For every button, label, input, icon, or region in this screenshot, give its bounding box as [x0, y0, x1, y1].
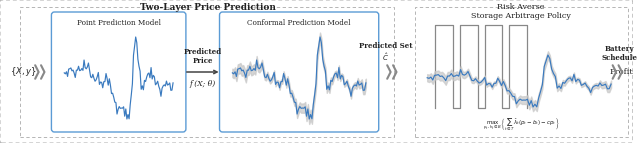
Text: Predicted
Price: Predicted Price: [184, 48, 222, 65]
Text: Predicted Set
$\hat{C}$: Predicted Set $\hat{C}$: [359, 42, 412, 63]
FancyBboxPatch shape: [220, 12, 379, 132]
Text: Battery
Schedule: Battery Schedule: [601, 45, 637, 62]
Text: f (X; θ): f (X; θ): [189, 80, 216, 88]
Text: Point Prediction Model: Point Prediction Model: [77, 19, 161, 27]
Text: Conformal Prediction Model: Conformal Prediction Model: [248, 19, 351, 27]
FancyBboxPatch shape: [51, 12, 186, 132]
Text: Profit: Profit: [609, 68, 633, 76]
Text: Two-Layer Price Prediction: Two-Layer Price Prediction: [140, 3, 276, 12]
Text: $\{X, y\}$: $\{X, y\}$: [10, 65, 36, 79]
Text: $\max_{p_t,h_t\in B}\left\{\sum_{t\in T}\hat{\lambda}_t(p_t-b_t)-cp_t\right\}$: $\max_{p_t,h_t\in B}\left\{\sum_{t\in T}…: [483, 116, 559, 133]
Text: Risk Averse
Storage Arbitrage Policy: Risk Averse Storage Arbitrage Policy: [471, 3, 571, 20]
